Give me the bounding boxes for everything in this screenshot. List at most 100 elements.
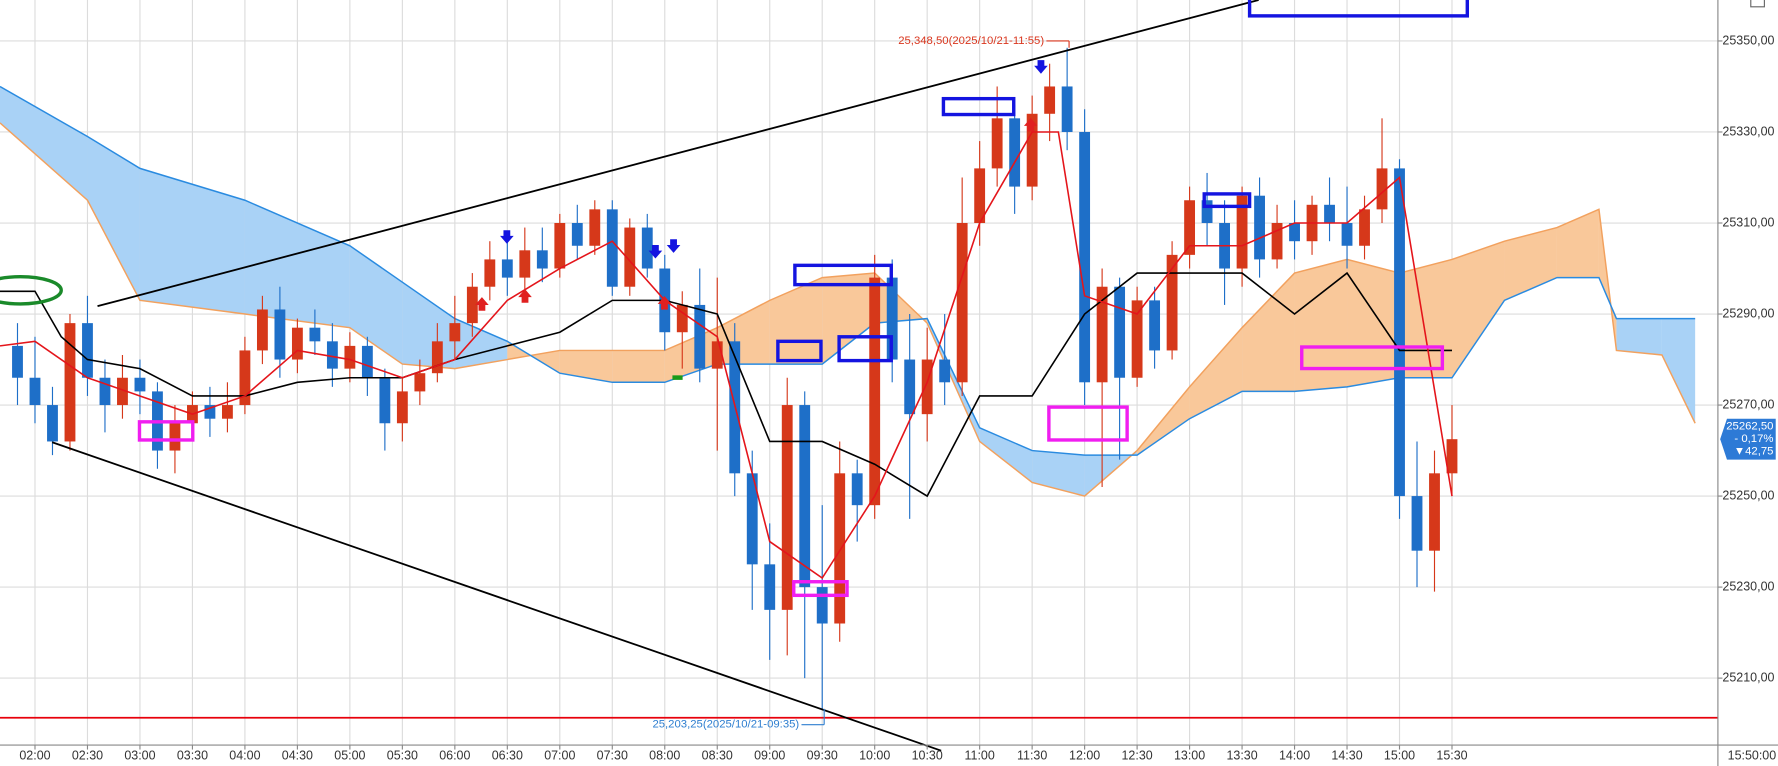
price-tag-text: - 0,17% [1734, 433, 1773, 445]
y-tick-label: 25330,00 [1722, 124, 1774, 138]
x-tick-label: 06:30 [492, 749, 523, 763]
x-tick-label: 13:00 [1174, 749, 1205, 763]
candle-body [204, 405, 216, 419]
x-tick-label: 04:00 [229, 749, 260, 763]
y-tick-label: 25230,00 [1722, 579, 1774, 593]
candle-body [974, 168, 986, 224]
candle-body [1079, 131, 1091, 383]
annotation: 25,348,50(2025/10/21-11:55) [898, 35, 1044, 47]
y-tick-label: 25350,00 [1722, 33, 1774, 47]
annotations: 25,348,50(2025/10/21-11:55) 25,203,25(202… [652, 35, 1070, 731]
candle-body [361, 345, 373, 378]
candle-body [1026, 113, 1038, 187]
candle-body [1114, 286, 1126, 378]
box [793, 263, 893, 287]
box [792, 580, 849, 598]
candle-body [169, 423, 181, 451]
candle-body [554, 223, 566, 269]
x-tick-label: 14:30 [1331, 749, 1362, 763]
candles [12, 47, 1458, 709]
marker [672, 375, 683, 380]
candle-body [869, 277, 881, 506]
candle-body [12, 345, 23, 378]
cloud-segment [244, 200, 350, 328]
candle-body [1149, 300, 1161, 351]
candle-body [519, 250, 531, 278]
indicator-line [0, 271, 1452, 498]
x-tick-label: 05:00 [334, 749, 365, 763]
annotation: 25,203,25(2025/10/21-09:35) [652, 719, 799, 731]
candle-body [484, 259, 496, 287]
candle-body [1254, 195, 1265, 260]
x-tick-label: 15:00 [1384, 749, 1415, 763]
trend-line [51, 441, 942, 752]
box [137, 420, 195, 442]
candle-body [47, 405, 58, 442]
buy-signals [475, 117, 1038, 311]
candle-body [799, 405, 811, 588]
candle-body [256, 309, 268, 351]
candle-body [309, 327, 321, 342]
candle-body [1359, 209, 1370, 246]
overlays [0, 131, 1718, 719]
candle-body [431, 341, 443, 374]
candle-body [624, 227, 636, 287]
candle-body [1061, 86, 1073, 132]
cloud-segment [1504, 227, 1557, 301]
price-tag-text: ▼42,75 [1734, 446, 1774, 458]
candle-body [1236, 195, 1248, 269]
ellipse [0, 274, 63, 306]
x-tick-label: 09:00 [754, 749, 785, 763]
x-tick-label: 03:30 [177, 749, 208, 763]
x-tick-label: 04:30 [282, 749, 313, 763]
candle-body [1131, 300, 1143, 378]
candle-body [1324, 204, 1335, 224]
candle-body [834, 473, 846, 624]
candle-body [536, 250, 548, 269]
indicator-line [0, 131, 1453, 580]
candle-body [1446, 439, 1458, 474]
cloud [0, 85, 1696, 497]
cloud-segment [1556, 209, 1599, 278]
x-tick-label: 13:30 [1226, 749, 1257, 763]
window-button[interactable] [1750, 0, 1765, 8]
x-tick-label: 15:30 [1436, 749, 1467, 763]
box [1247, 0, 1470, 18]
candle-body [781, 405, 793, 610]
time-label: 15:50:00 [1728, 749, 1777, 763]
candle-body [1429, 473, 1440, 551]
candle-body [239, 350, 251, 406]
x-tick-label: 02:00 [19, 749, 50, 763]
candle-body [991, 118, 1003, 169]
cloud-segment [87, 136, 140, 301]
candle-body [274, 309, 286, 360]
y-tick-label: 25310,00 [1722, 215, 1774, 229]
candle-body [956, 223, 968, 383]
cloud-segment [1189, 327, 1243, 419]
x-tick-label: 12:00 [1069, 749, 1100, 763]
candle-body [1341, 223, 1353, 246]
candle-body [344, 345, 356, 369]
x-tick-label: 08:30 [702, 749, 733, 763]
cloud-segment [979, 427, 1033, 483]
candle-body [851, 473, 863, 506]
candle-body [379, 377, 391, 424]
candle-body [1411, 496, 1423, 551]
cloud-segment [822, 273, 875, 365]
x-tick-label: 08:00 [649, 749, 680, 763]
x-tick-label: 06:00 [439, 749, 470, 763]
x-tick-label: 11:00 [965, 749, 995, 763]
x-tick-label: 10:30 [912, 749, 943, 763]
candle-body [466, 286, 478, 324]
candle-body [1044, 86, 1056, 114]
candle-body [711, 341, 723, 369]
candle-body [414, 373, 426, 392]
axes: 02:00 02:30 03:00 03:30 04:00 04:30 05:00 05:30… [19, 33, 1776, 763]
x-tick-label: 07:00 [544, 749, 575, 763]
price-tag [1720, 418, 1776, 460]
box [1300, 345, 1445, 371]
box [837, 335, 893, 363]
candle-body [816, 587, 828, 624]
candle-body [571, 223, 583, 246]
